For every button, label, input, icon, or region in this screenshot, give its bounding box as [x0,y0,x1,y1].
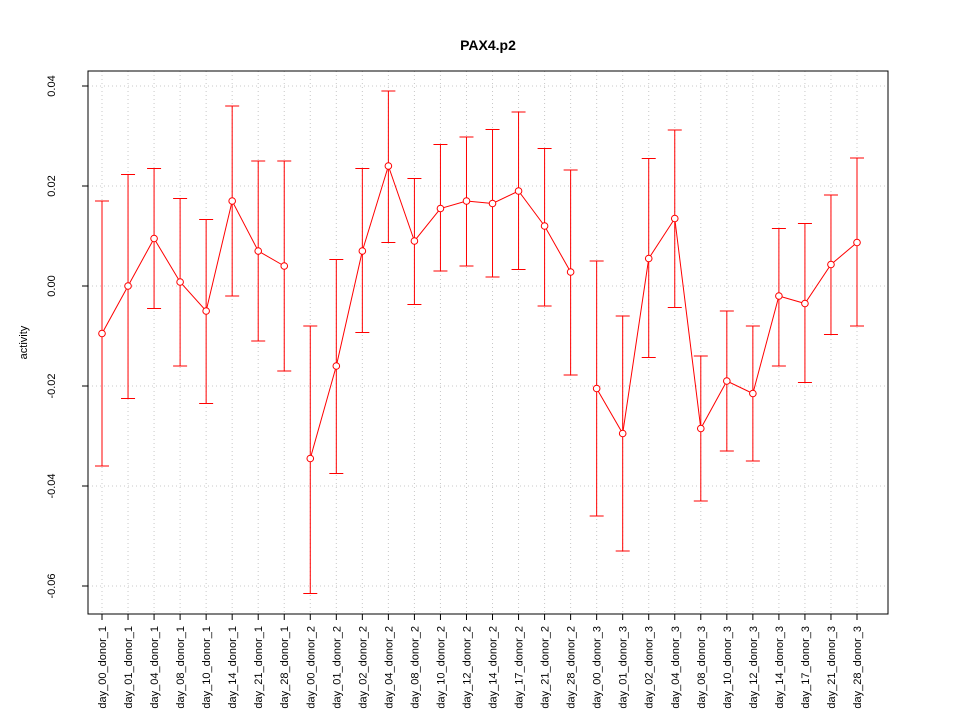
x-tick-label: day_01_donor_3 [618,626,630,709]
y-tick-label: 0.02 [46,175,58,196]
x-tick-label: day_08_donor_2 [409,626,421,709]
x-tick-label: day_14_donor_1 [227,626,239,709]
data-point [176,278,184,286]
data-point [592,384,601,393]
data-point [436,204,445,213]
y-tick-label: 0.04 [46,75,58,96]
x-tick-label: day_17_donor_3 [800,626,812,709]
grid-lines [88,71,888,614]
x-tick-label: day_10_donor_3 [722,626,734,709]
x-tick-label: day_12_donor_3 [748,626,760,709]
x-tick-label: day_01_donor_2 [331,626,343,709]
x-tick-label: day_00_donor_2 [305,626,317,709]
y-axis: 0.04 0.02 0.00 -0.02 -0.04 -0.06 [46,75,88,599]
x-tick-label: day_21_donor_2 [540,626,552,709]
data-point [462,197,471,205]
x-tick-label: day_12_donor_2 [461,626,473,709]
data-point [306,454,315,463]
series-segment [101,199,285,334]
x-tick-label: day_02_donor_2 [357,626,369,709]
x-tick-label: day_28_donor_3 [852,626,864,709]
data-point [801,299,809,308]
data-point [124,282,132,290]
x-tick-label: day_10_donor_1 [201,626,213,709]
data-point [488,199,497,208]
data-point [358,247,367,255]
data-point [98,329,106,338]
x-tick-label: day_02_donor_3 [644,626,656,709]
x-tick-label: day_14_donor_3 [774,626,786,709]
data-point [670,214,679,223]
data-point [280,262,289,270]
x-tick-label: day_04_donor_3 [670,626,682,709]
x-axis: day_00_donor_1 day_01_donor_1 day_04_donor… [97,613,864,709]
x-tick-label: day_10_donor_2 [435,626,447,709]
data-point [540,222,549,230]
x-tick-label: day_01_donor_1 [123,626,135,709]
data-point [853,238,861,247]
data-point [514,187,523,195]
data-point [566,268,575,276]
x-tick-label: day_21_donor_3 [826,626,838,709]
data-point [749,389,757,398]
data-point [827,260,835,269]
data-point [150,234,158,243]
data-point [644,254,653,263]
data-point [775,292,783,300]
x-tick-label: day_00_donor_3 [592,626,604,709]
x-tick-label: day_08_donor_1 [175,626,187,709]
x-tick-label: day_28_donor_1 [279,626,291,709]
data-point [723,377,731,385]
data-point [332,362,341,370]
y-axis-title: activity [18,325,30,359]
data-point [254,247,263,255]
data-point [410,237,419,245]
x-tick-label: day_04_donor_1 [149,626,161,709]
x-tick-label: day_17_donor_2 [514,626,526,709]
series-line [101,164,858,459]
plot-frame [87,70,889,615]
x-tick-label: day_28_donor_2 [566,626,578,709]
chart-title: PAX4.p2 [460,37,516,53]
y-tick-label: 0.00 [46,275,58,296]
data-point [202,307,210,315]
x-tick-label: day_21_donor_1 [253,626,265,709]
data-point [384,162,393,170]
data-point [696,424,705,433]
y-tick-label: -0.04 [46,473,58,498]
data-points [98,162,861,463]
x-tick-label: day_00_donor_1 [97,626,109,709]
y-tick-label: -0.06 [46,573,58,598]
x-tick-label: day_14_donor_2 [488,626,500,709]
y-tick-label: -0.02 [46,373,58,398]
error-bars [95,90,864,594]
x-tick-label: day_08_donor_3 [696,626,708,709]
data-point [618,429,627,438]
x-tick-label: day_04_donor_2 [383,626,395,709]
data-point [228,197,236,205]
